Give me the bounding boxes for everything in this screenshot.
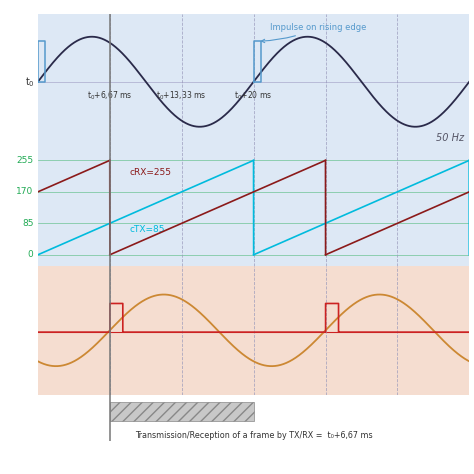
Text: 0: 0 xyxy=(28,250,34,259)
Text: 255: 255 xyxy=(17,156,34,165)
Text: cTX=85: cTX=85 xyxy=(129,225,165,234)
Text: 50 Hz: 50 Hz xyxy=(436,133,464,143)
Text: t$_0$: t$_0$ xyxy=(25,75,35,89)
Text: Impulse on rising edge: Impulse on rising edge xyxy=(261,23,366,43)
Bar xyxy=(110,402,254,421)
Text: t$_0$+13,33 ms: t$_0$+13,33 ms xyxy=(156,90,207,102)
Text: 170: 170 xyxy=(17,187,34,196)
Text: t$_0$+6,67 ms: t$_0$+6,67 ms xyxy=(87,90,133,102)
Text: cRX=255: cRX=255 xyxy=(129,168,172,177)
Text: 85: 85 xyxy=(22,219,34,228)
Text: t$_0$+20 ms: t$_0$+20 ms xyxy=(235,90,273,102)
Text: Transmission/Reception of a frame by TX/RX =  t₀+6,67 ms: Transmission/Reception of a frame by TX/… xyxy=(135,431,373,440)
